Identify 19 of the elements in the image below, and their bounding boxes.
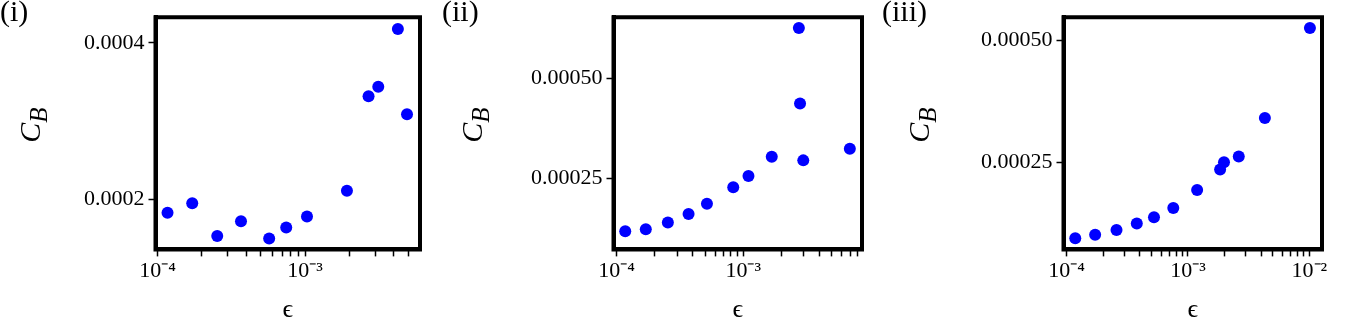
- chart-title: (ii): [442, 0, 479, 28]
- y-tick-label: 0.0004: [84, 28, 145, 54]
- y-tick-label: 0.00050: [531, 63, 603, 89]
- x-axis-title: ϵ: [732, 294, 744, 324]
- x-tick-label: 10⁻⁴: [1048, 257, 1086, 283]
- y-tick-label: 0.0002: [84, 185, 145, 211]
- x-tick-label: 10⁻³: [287, 257, 324, 283]
- chart-title: (i): [0, 0, 29, 28]
- x-tick-label: 10⁻³: [725, 257, 762, 283]
- x-tick-label: 10⁻⁴: [139, 257, 177, 283]
- x-tick-label: 10⁻³: [1170, 257, 1207, 283]
- x-axis-title: ϵ: [1187, 294, 1199, 324]
- x-tick-label: 10⁻⁴: [598, 257, 636, 283]
- chart-title: (iii): [882, 0, 927, 28]
- x-axis-title: ϵ: [282, 294, 294, 324]
- y-tick-label: 0.00025: [981, 148, 1053, 174]
- y-tick-label: 0.00025: [531, 164, 603, 190]
- x-tick-label: 10⁻²: [1291, 257, 1328, 283]
- y-tick-label: 0.00050: [981, 26, 1053, 52]
